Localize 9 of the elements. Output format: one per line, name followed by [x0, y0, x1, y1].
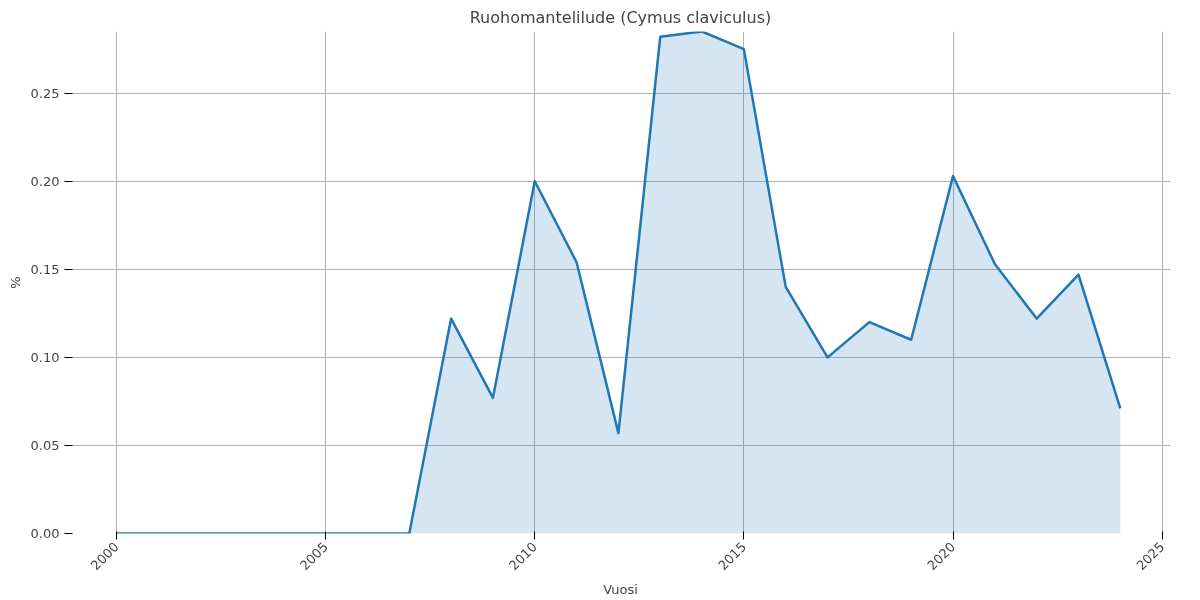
x-axis-title: Vuosi	[603, 582, 638, 598]
y-tick-label: 0.25	[30, 85, 60, 101]
y-tick-label: 0.20	[30, 173, 60, 189]
y-tick-label: 0.05	[30, 437, 60, 453]
y-tick-label: 0.10	[30, 349, 60, 365]
chart-title: Ruohomantelilude (Cymus claviculus)	[469, 7, 772, 27]
y-tick-label: 0.15	[30, 261, 60, 277]
y-axis-title: %	[7, 276, 23, 289]
y-tick-label: 0.00	[30, 526, 60, 541]
